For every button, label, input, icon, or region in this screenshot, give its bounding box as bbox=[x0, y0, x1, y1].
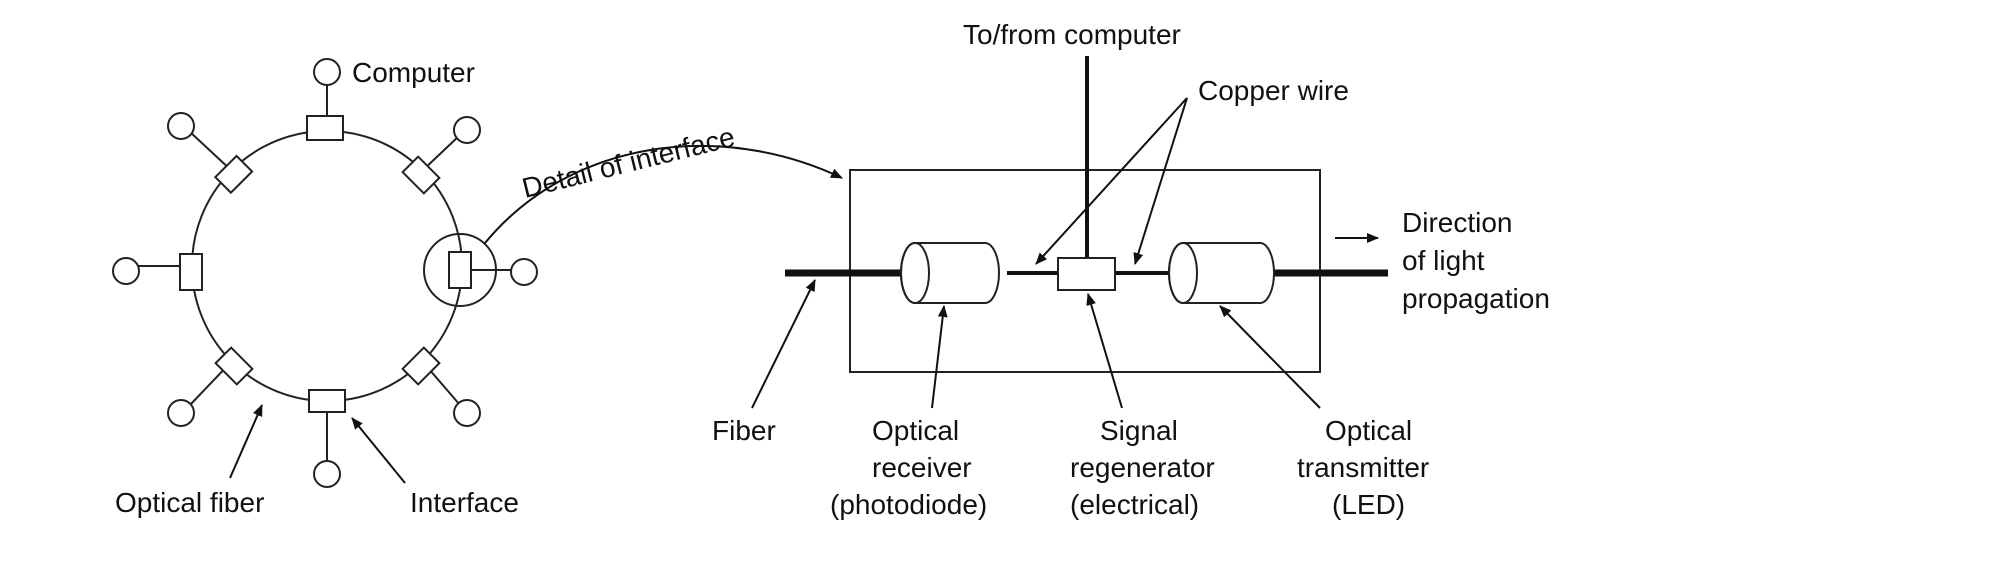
label-to-from-computer: To/from computer bbox=[963, 19, 1181, 50]
label-direction-3: propagation bbox=[1402, 283, 1550, 314]
interface-detail: To/from computer Copper wire Direction o… bbox=[712, 19, 1550, 520]
label-interface: Interface bbox=[410, 487, 519, 518]
computer-node bbox=[167, 399, 195, 427]
leader-optical-fiber bbox=[229, 404, 263, 479]
label-transmitter-1: Optical bbox=[1325, 415, 1412, 446]
computer-node bbox=[167, 112, 195, 140]
signal-regenerator-box bbox=[1057, 257, 1116, 291]
computer-node bbox=[112, 257, 140, 285]
label-regenerator-2: regenerator bbox=[1070, 452, 1215, 483]
interface-box bbox=[213, 154, 254, 195]
label-receiver-1: Optical bbox=[872, 415, 959, 446]
computer-node bbox=[510, 258, 538, 286]
ring-node-top bbox=[306, 58, 344, 141]
label-receiver-2: receiver bbox=[872, 452, 972, 483]
leader-optical-transmitter bbox=[1219, 305, 1321, 409]
leader-fiber bbox=[751, 279, 816, 409]
detail-curve bbox=[484, 144, 843, 244]
label-fiber: Fiber bbox=[712, 415, 776, 446]
ring-node-bottom-right bbox=[401, 346, 481, 427]
interface-box bbox=[401, 155, 441, 195]
computer-node bbox=[313, 460, 341, 488]
label-direction-2: of light bbox=[1402, 245, 1485, 276]
ring-network: Computer Optical fiber Interface Detail … bbox=[112, 57, 843, 518]
label-computer: Computer bbox=[352, 57, 475, 88]
leader-signal-regenerator bbox=[1086, 293, 1123, 409]
label-transmitter-2: transmitter bbox=[1297, 452, 1429, 483]
ring-node-bottom bbox=[308, 389, 346, 488]
interface-box bbox=[306, 115, 344, 141]
label-receiver-3: (photodiode) bbox=[830, 489, 987, 520]
label-optical-fiber: Optical fiber bbox=[115, 487, 264, 518]
interface-box bbox=[448, 251, 472, 289]
label-detail-of-interface: Detail of interface bbox=[519, 121, 738, 204]
optical-receiver-cylinder bbox=[900, 242, 1000, 304]
computer-node bbox=[453, 116, 481, 144]
interface-box bbox=[214, 346, 254, 386]
ring-node-left bbox=[112, 253, 203, 291]
computer-node bbox=[453, 399, 481, 427]
ring-node-top-right bbox=[401, 116, 481, 195]
ring-node-right-highlighted bbox=[423, 233, 538, 307]
interface-box bbox=[179, 253, 203, 291]
optical-transmitter-cylinder bbox=[1168, 242, 1275, 304]
label-regenerator-3: (electrical) bbox=[1070, 489, 1199, 520]
label-regenerator-1: Signal bbox=[1100, 415, 1178, 446]
label-direction-1: Direction bbox=[1402, 207, 1512, 238]
leader-copper-wire-right bbox=[1133, 97, 1188, 265]
ring-node-bottom-left bbox=[167, 346, 254, 427]
leader-optical-receiver bbox=[931, 305, 948, 409]
interface-box bbox=[308, 389, 346, 413]
label-copper-wire: Copper wire bbox=[1198, 75, 1349, 106]
leader-interface bbox=[351, 417, 406, 484]
interface-box bbox=[401, 346, 441, 386]
label-transmitter-3: (LED) bbox=[1332, 489, 1405, 520]
ring-node-top-left bbox=[167, 112, 254, 195]
computer-node bbox=[313, 58, 341, 86]
leader-copper-wire-left bbox=[1035, 97, 1188, 265]
